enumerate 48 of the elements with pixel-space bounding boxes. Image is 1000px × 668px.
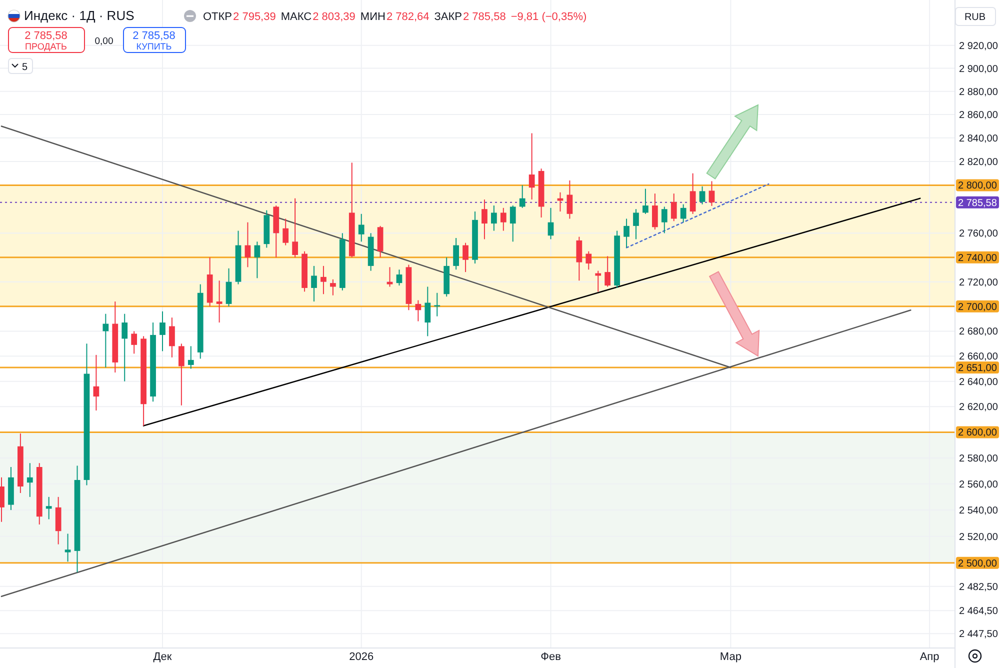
- annotation: 0,00: [94, 36, 114, 47]
- ref-line-label: 2 785,58: [958, 198, 998, 209]
- y-tick-label: 2 660,00: [959, 352, 998, 363]
- annotation: МИН: [360, 11, 386, 23]
- y-tick-label: 2 720,00: [959, 277, 998, 288]
- ref-line-label: 2 600,00: [958, 428, 998, 439]
- y-tick-label: 2 540,00: [959, 506, 998, 517]
- y-tick-label: 2 880,00: [959, 86, 998, 98]
- y-tick-label: 2 482,50: [959, 582, 998, 593]
- y-tick-label: 2 760,00: [959, 228, 998, 240]
- ref-line-label: 2 700,00: [958, 302, 998, 313]
- text: Индекс · 1Д · RUS: [24, 8, 135, 23]
- ref-line-label: 2 740,00: [958, 252, 998, 264]
- annotation: ЗАКР: [434, 11, 462, 23]
- y-tick-label: 2 620,00: [959, 402, 998, 414]
- annotation: 2 785,58: [132, 30, 176, 42]
- annotation: 2 785,58: [463, 11, 506, 23]
- ref-line-label: 2 800,00: [958, 180, 998, 192]
- text: RUB: [964, 12, 986, 23]
- x-tick-label: Апр: [920, 651, 940, 663]
- annotation: КУПИТЬ: [136, 42, 172, 52]
- annotation: 5: [22, 62, 28, 73]
- x-tick-label: Мар: [720, 651, 742, 663]
- ref-line-label: 2 651,00: [958, 362, 998, 374]
- y-tick-label: 2 860,00: [959, 110, 998, 122]
- y-tick-label: 2 680,00: [959, 326, 998, 338]
- y-tick-label: 2 464,50: [959, 606, 998, 618]
- annotation: 2 782,64: [386, 11, 430, 23]
- annotation: 2 803,39: [312, 11, 356, 23]
- x-tick-label: 2026: [349, 651, 374, 663]
- annotation: 2 795,39: [233, 11, 276, 23]
- annotation: 2 785,58: [24, 30, 68, 42]
- annotation: ОТКР: [203, 11, 232, 23]
- y-tick-label: 2 560,00: [959, 479, 998, 490]
- ref-line-label: 2 500,00: [958, 558, 998, 570]
- y-tick-label: 2 840,00: [959, 133, 998, 144]
- x-tick-label: Фев: [540, 651, 562, 663]
- y-tick-label: 2 820,00: [959, 156, 998, 168]
- annotation: МАКС: [280, 11, 312, 23]
- annotation: −9,81 (−0,35%): [510, 11, 587, 23]
- y-tick-label: 2 580,00: [959, 453, 998, 464]
- y-tick-label: 2 447,50: [959, 629, 998, 640]
- y-tick-label: 2 920,00: [959, 40, 998, 52]
- annotation: ПРОДАТЬ: [25, 42, 68, 52]
- x-tick-label: Дек: [153, 651, 172, 663]
- y-tick-label: 2 520,00: [959, 532, 998, 543]
- y-tick-label: 2 640,00: [959, 376, 998, 388]
- y-tick-label: 2 900,00: [959, 64, 998, 75]
